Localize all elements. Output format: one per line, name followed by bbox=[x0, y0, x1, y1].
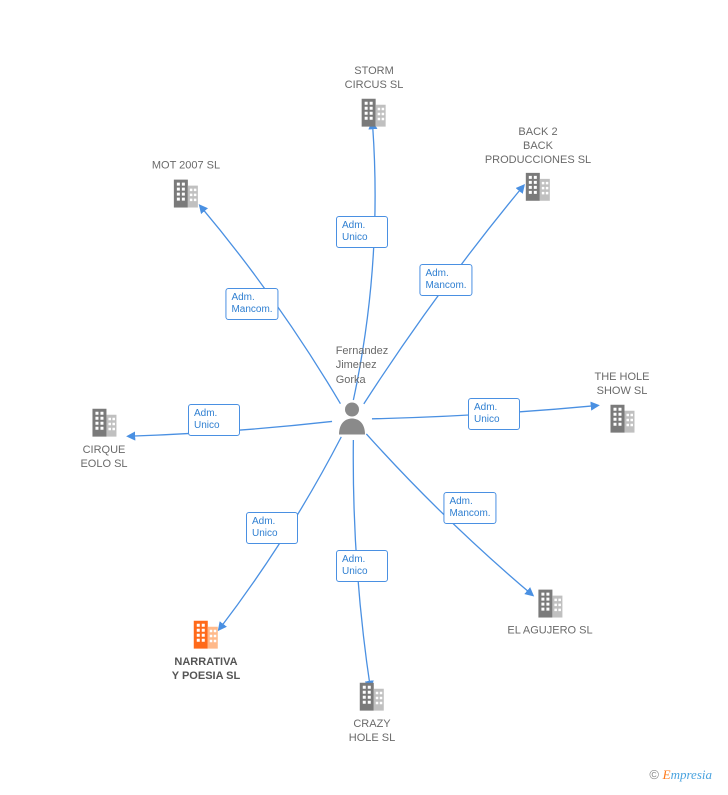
company-label: CIRQUE EOLO SL bbox=[80, 444, 127, 472]
company-label: CRAZY HOLE SL bbox=[349, 718, 395, 746]
company-node-storm: STORM CIRCUS SL bbox=[345, 65, 404, 132]
edge-label-back2back: Adm. Mancom. bbox=[419, 264, 472, 296]
edge-label-agujero: Adm. Mancom. bbox=[443, 492, 496, 524]
building-icon bbox=[535, 605, 565, 622]
company-node-thehole: THE HOLE SHOW SL bbox=[594, 371, 649, 438]
company-label: THE HOLE SHOW SL bbox=[594, 371, 649, 399]
company-node-agujero: EL AGUJERO SL bbox=[507, 586, 592, 639]
building-icon bbox=[523, 188, 553, 205]
building-icon bbox=[359, 113, 389, 130]
building-icon bbox=[171, 194, 201, 211]
building-icon bbox=[191, 636, 221, 653]
building-icon bbox=[357, 698, 387, 715]
company-node-narrativa: NARRATIVA Y POESIA SL bbox=[172, 617, 240, 684]
company-node-crazy: CRAZY HOLE SL bbox=[349, 679, 395, 746]
company-label: MOT 2007 SL bbox=[152, 160, 220, 174]
center-person-label: Fernandez Jimenez Gorka bbox=[336, 344, 389, 387]
company-node-cirque: CIRQUE EOLO SL bbox=[80, 405, 127, 472]
credit-brand-first: E bbox=[663, 767, 671, 782]
building-icon bbox=[89, 424, 119, 441]
edge-label-narrativa: Adm. Unico bbox=[246, 512, 298, 544]
company-label: EL AGUJERO SL bbox=[507, 625, 592, 639]
credit-brand-rest: mpresia bbox=[671, 767, 712, 782]
center-person-node bbox=[337, 401, 367, 440]
diagram-canvas: Fernandez Jimenez Gorka STORM CIRCUS SL … bbox=[0, 0, 728, 795]
edge-label-mot: Adm. Mancom. bbox=[225, 288, 278, 320]
company-label: STORM CIRCUS SL bbox=[345, 65, 404, 93]
edge-label-thehole: Adm. Unico bbox=[468, 398, 520, 430]
company-label: NARRATIVA Y POESIA SL bbox=[172, 656, 240, 684]
person-icon bbox=[337, 401, 367, 435]
edge-label-crazy: Adm. Unico bbox=[336, 550, 388, 582]
edge-label-cirque: Adm. Unico bbox=[188, 404, 240, 436]
building-icon bbox=[607, 419, 637, 436]
company-label: BACK 2 BACK PRODUCCIONES SL bbox=[485, 126, 591, 167]
company-node-back2back: BACK 2 BACK PRODUCCIONES SL bbox=[485, 126, 591, 206]
company-node-mot: MOT 2007 SL bbox=[152, 160, 220, 213]
copyright-symbol: © bbox=[649, 767, 659, 782]
credit: © Empresia bbox=[649, 767, 712, 783]
edge-label-storm: Adm. Unico bbox=[336, 216, 388, 248]
